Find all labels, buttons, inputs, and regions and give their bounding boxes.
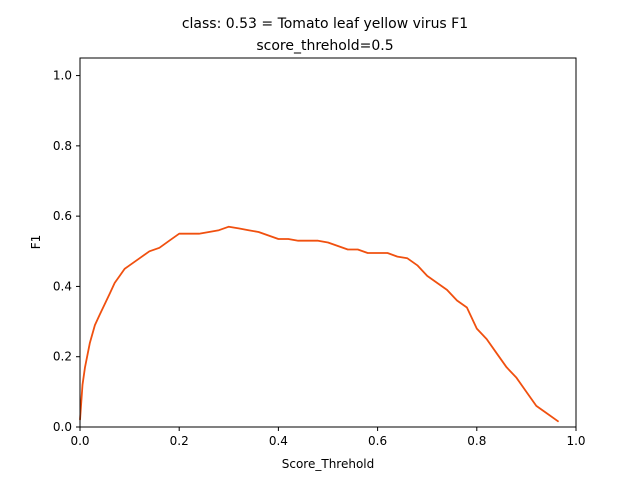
x-tick-label: 1.0 [566, 434, 585, 448]
y-tick-label: 0.4 [53, 279, 72, 293]
x-tick-label: 0.4 [269, 434, 288, 448]
plot-frame [79, 57, 577, 428]
y-tick-label: 0.2 [53, 350, 72, 364]
x-axis-label: Score_Threhold [282, 457, 375, 471]
y-tick-label: 0.0 [53, 420, 72, 434]
x-tick-label: 0.6 [368, 434, 387, 448]
x-tick-label: 0.0 [70, 434, 89, 448]
y-tick-label: 0.8 [53, 139, 72, 153]
x-tick-label: 0.8 [467, 434, 486, 448]
f1-series-line [79, 225, 560, 423]
y-tick-label: 1.0 [53, 69, 72, 83]
y-axis-label: F1 [29, 235, 43, 250]
x-tick-label: 0.2 [170, 434, 189, 448]
chart-title-line1: class: 0.53 = Tomato leaf yellow virus F… [182, 16, 468, 32]
y-tick-label: 0.6 [53, 209, 72, 223]
chart-title-line2: score_threhold=0.5 [256, 38, 393, 54]
